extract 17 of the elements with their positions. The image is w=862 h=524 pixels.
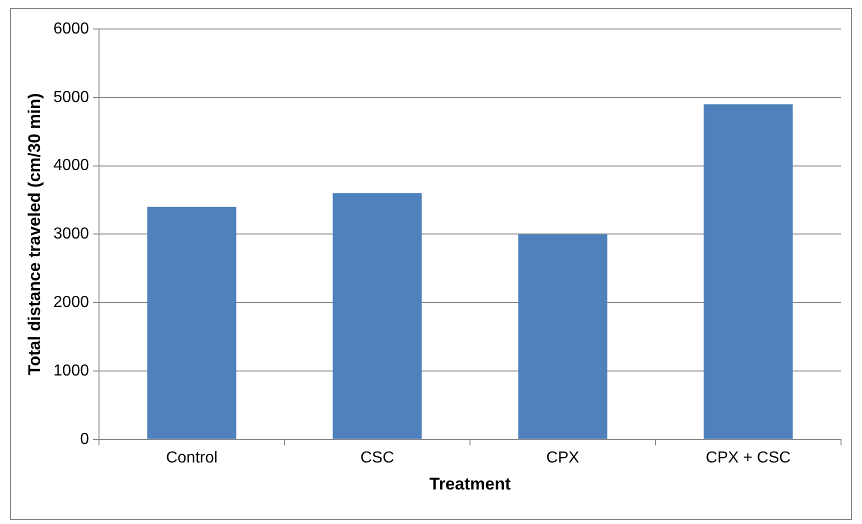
x-tick-label: CSC <box>360 449 394 466</box>
y-tick-label: 1000 <box>53 362 90 380</box>
y-tick-label: 5000 <box>53 88 90 106</box>
y-tick-label: 2000 <box>53 294 90 312</box>
x-tick-label: CPX + CSC <box>706 449 791 466</box>
bar <box>147 206 236 439</box>
y-tick-label: 3000 <box>53 226 90 243</box>
y-tick-label: 4000 <box>53 157 90 174</box>
bar <box>518 234 608 439</box>
y-tick-label: 0 <box>80 430 90 448</box>
x-tick-label: Control <box>166 449 218 466</box>
x-axis-title: Treatment <box>429 474 511 494</box>
x-tick-label: CPX <box>546 449 580 466</box>
bar <box>332 193 422 439</box>
y-axis-title: Total distance traveled (cm/30 min) <box>24 93 44 376</box>
y-tick-label: 6000 <box>53 20 90 38</box>
bar <box>704 104 793 439</box>
